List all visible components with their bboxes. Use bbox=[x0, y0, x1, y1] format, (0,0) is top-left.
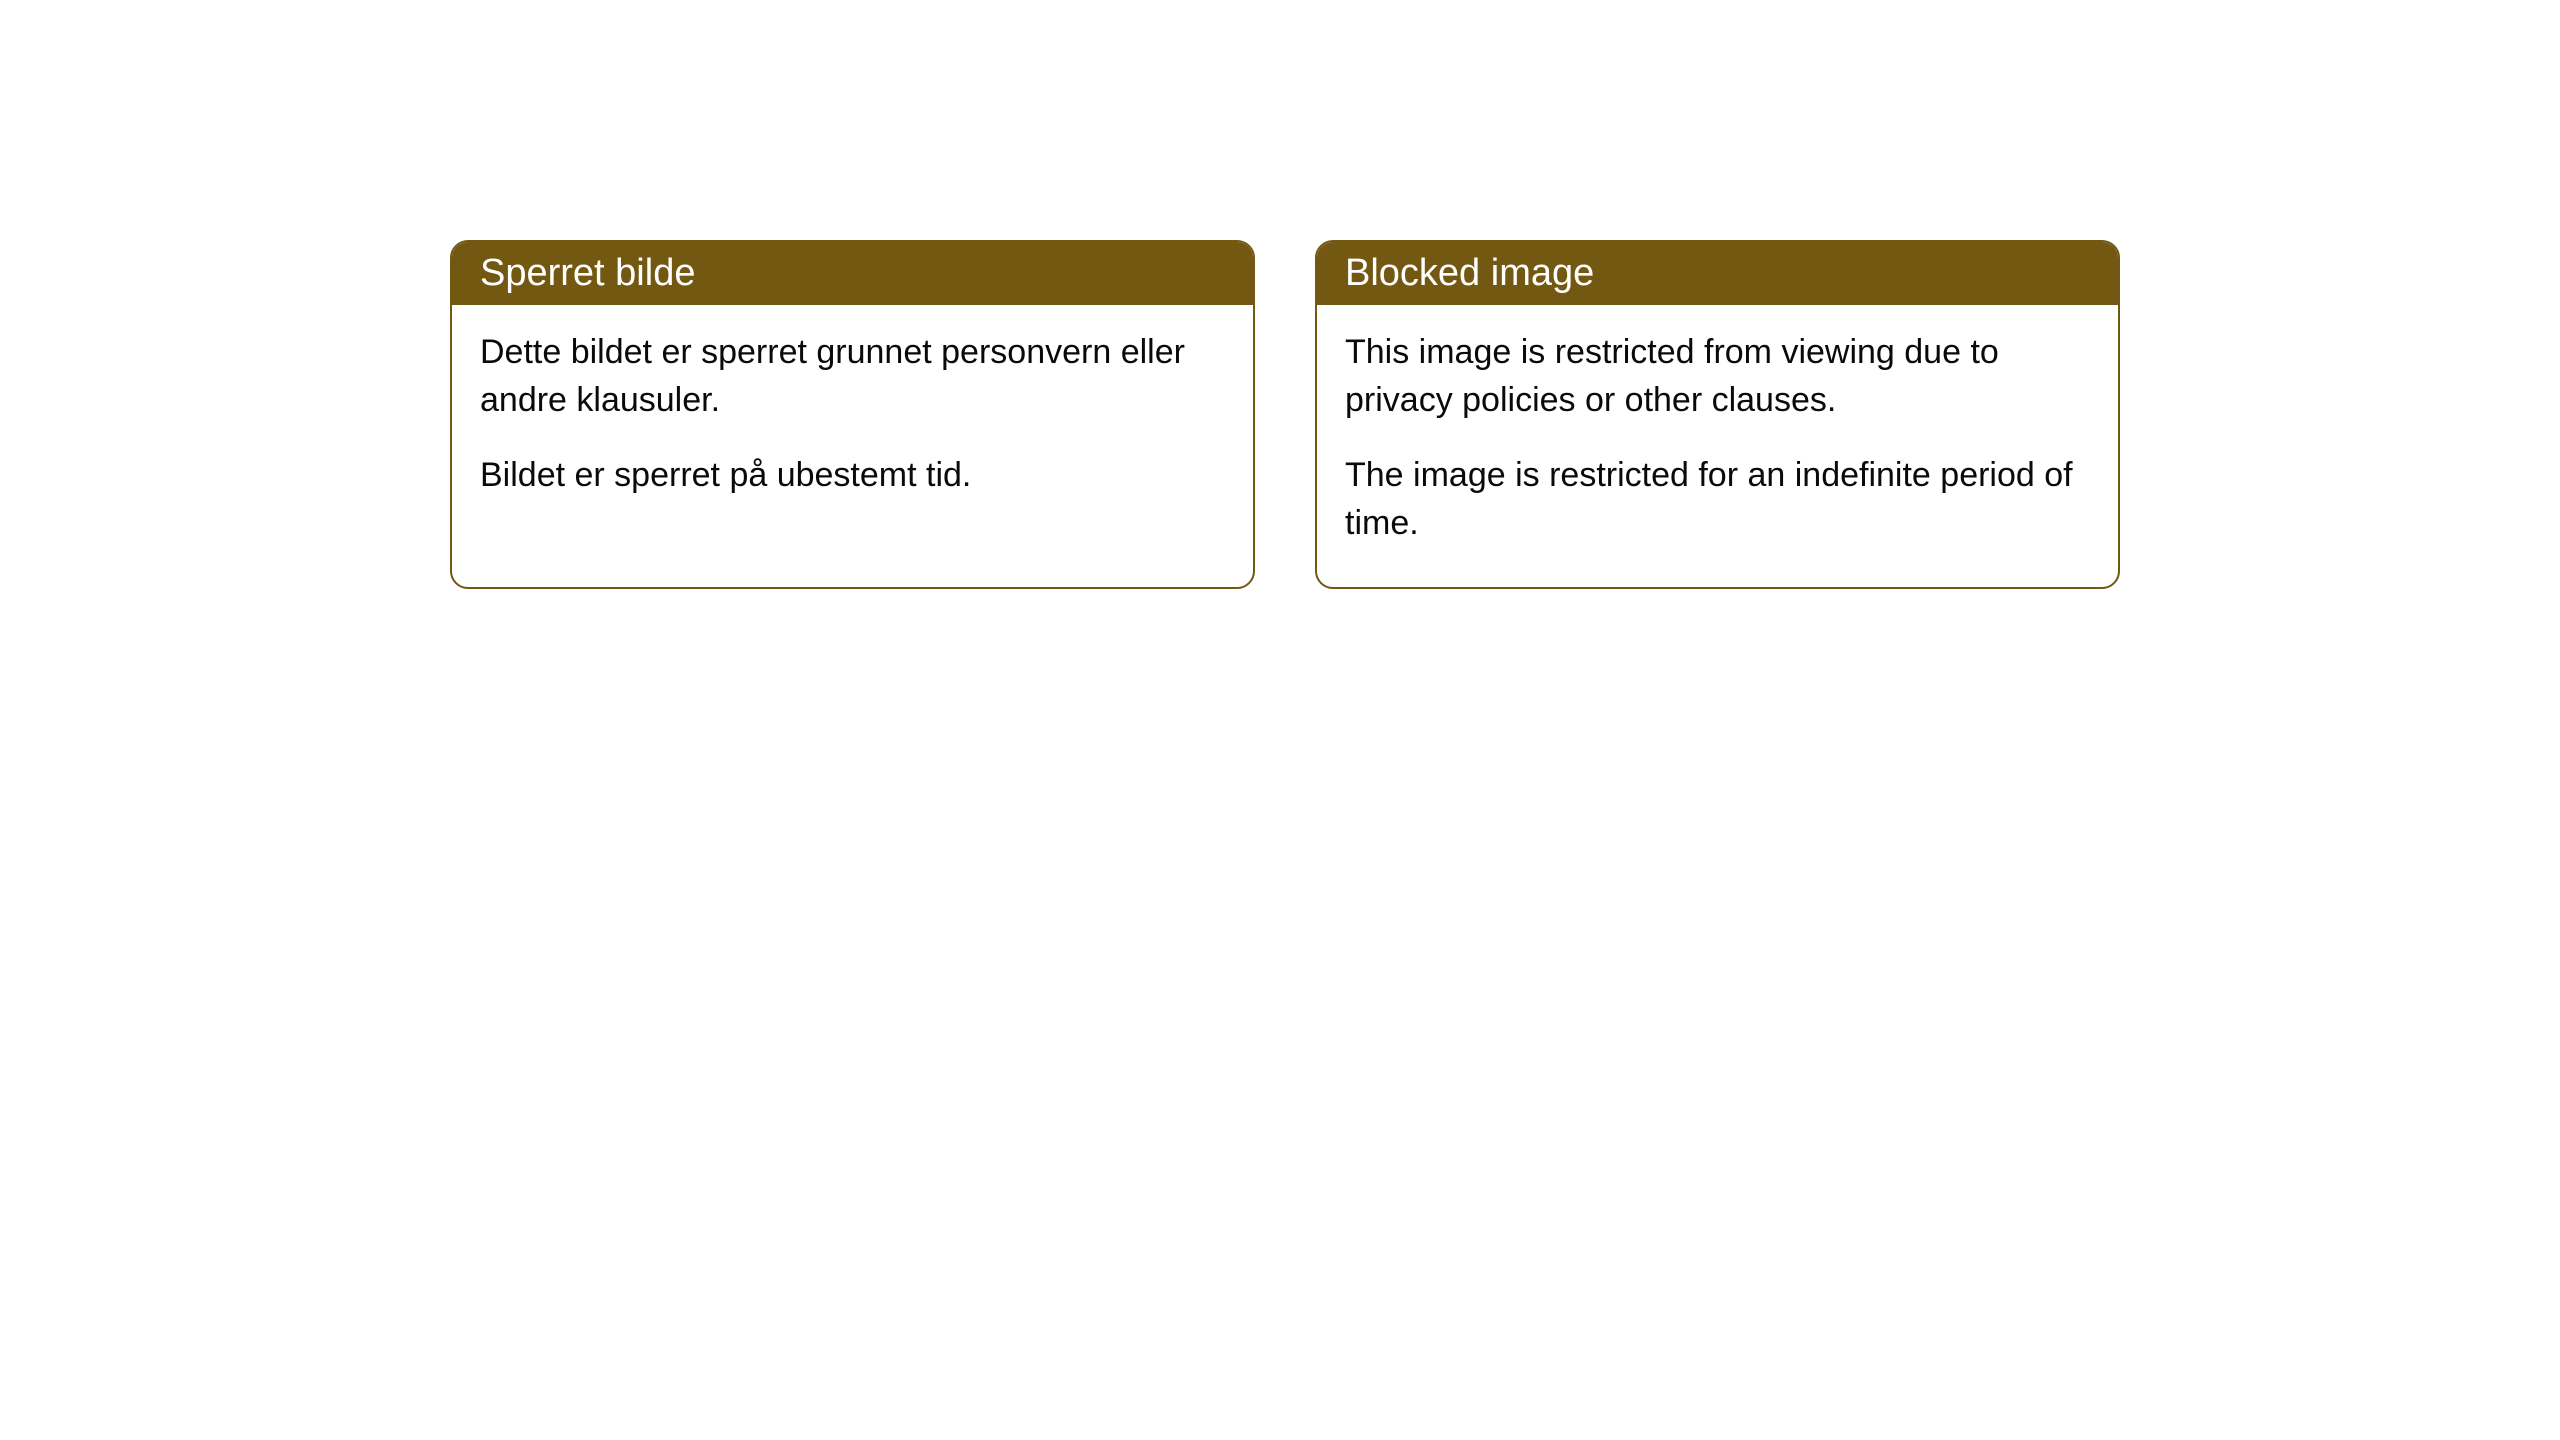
notice-card-english: Blocked image This image is restricted f… bbox=[1315, 240, 2120, 589]
notice-card-norwegian: Sperret bilde Dette bildet er sperret gr… bbox=[450, 240, 1255, 589]
card-paragraph-2: Bildet er sperret på ubestemt tid. bbox=[480, 452, 1225, 500]
card-paragraph-1: Dette bildet er sperret grunnet personve… bbox=[480, 329, 1225, 424]
card-paragraph-2: The image is restricted for an indefinit… bbox=[1345, 452, 2090, 547]
card-title: Sperret bilde bbox=[480, 252, 695, 294]
card-body: This image is restricted from viewing du… bbox=[1317, 305, 2118, 587]
card-header: Sperret bilde bbox=[452, 242, 1253, 305]
card-header: Blocked image bbox=[1317, 242, 2118, 305]
notice-container: Sperret bilde Dette bildet er sperret gr… bbox=[450, 240, 2120, 589]
card-title: Blocked image bbox=[1345, 252, 1594, 294]
card-body: Dette bildet er sperret grunnet personve… bbox=[452, 305, 1253, 540]
card-paragraph-1: This image is restricted from viewing du… bbox=[1345, 329, 2090, 424]
